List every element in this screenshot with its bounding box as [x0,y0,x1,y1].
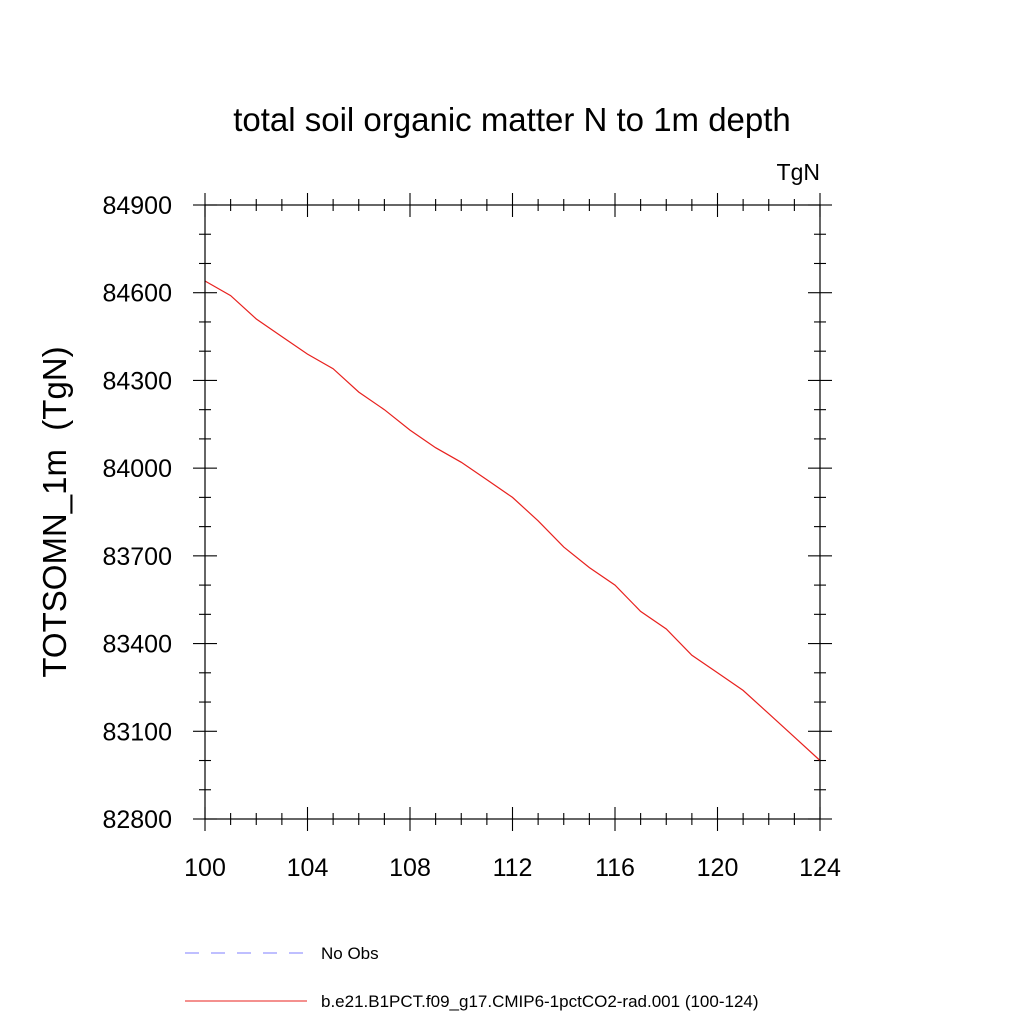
y-tick-label: 84900 [102,192,172,220]
data-point [690,654,693,657]
legend-label: b.e21.B1PCT.f09_g17.CMIP6-1pctCO2-rad.00… [321,992,759,1011]
x-tick-label: 124 [799,854,841,882]
data-point [537,519,540,522]
data-point [357,391,360,394]
plot-frame [204,204,821,820]
legend-label: No Obs [321,944,379,963]
x-tick-label: 120 [697,854,739,882]
data-point [639,610,642,613]
data-point [562,546,565,549]
x-tick-label: 100 [184,854,226,882]
data-point [229,294,232,297]
data-point [255,318,258,321]
data-point [306,353,309,356]
data-point [742,689,745,692]
y-tick-label: 84300 [102,367,172,395]
data-point [485,478,488,481]
x-tick-label: 104 [287,854,329,882]
data-point [409,429,412,432]
data-point [332,367,335,370]
legend: No Obs b.e21.B1PCT.f09_g17.CMIP6-1pctCO2-… [185,944,759,1011]
series-layer [204,280,821,761]
y-tick-label: 83100 [102,718,172,746]
chart-title: total soil organic matter N to 1m depth [233,101,791,138]
x-tick-label: 112 [493,854,533,882]
axis-ticks: 100 104 108 112 116 120 124 82800 83100 83400 8370… [102,192,840,882]
series-line [204,280,821,761]
y-axis-label: TOTSOMN_1m (TgN) [36,346,73,677]
y-tick-label: 83400 [102,631,172,659]
data-point [716,671,719,674]
data-point [588,566,591,569]
y-tick-label: 84000 [102,455,172,483]
data-point [767,712,770,715]
data-point [434,446,437,449]
x-tick-label: 116 [595,854,635,882]
data-point [614,584,617,587]
data-point [793,736,796,739]
data-point [280,335,283,338]
x-tick-label: 108 [389,854,431,882]
y-tick-label: 82800 [102,806,172,834]
units-label: TgN [777,159,820,185]
y-tick-label: 84600 [102,280,172,308]
y-tick-label: 83700 [102,543,172,571]
data-point [511,496,514,499]
data-point [383,408,386,411]
data-point [460,461,463,464]
data-point [665,627,668,630]
